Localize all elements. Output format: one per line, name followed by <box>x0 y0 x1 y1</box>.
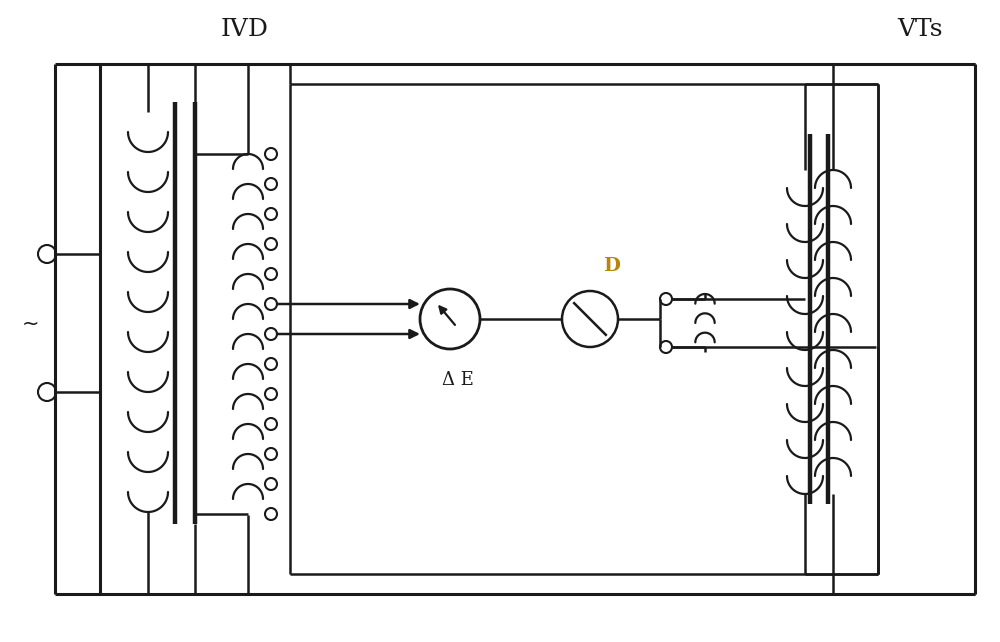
Text: VTs: VTs <box>897 19 943 42</box>
Circle shape <box>420 289 480 349</box>
Text: Δ E: Δ E <box>442 371 474 389</box>
Text: IVD: IVD <box>221 19 269 42</box>
Circle shape <box>562 291 618 347</box>
Text: D: D <box>604 257 620 275</box>
Text: ~: ~ <box>21 314 39 334</box>
